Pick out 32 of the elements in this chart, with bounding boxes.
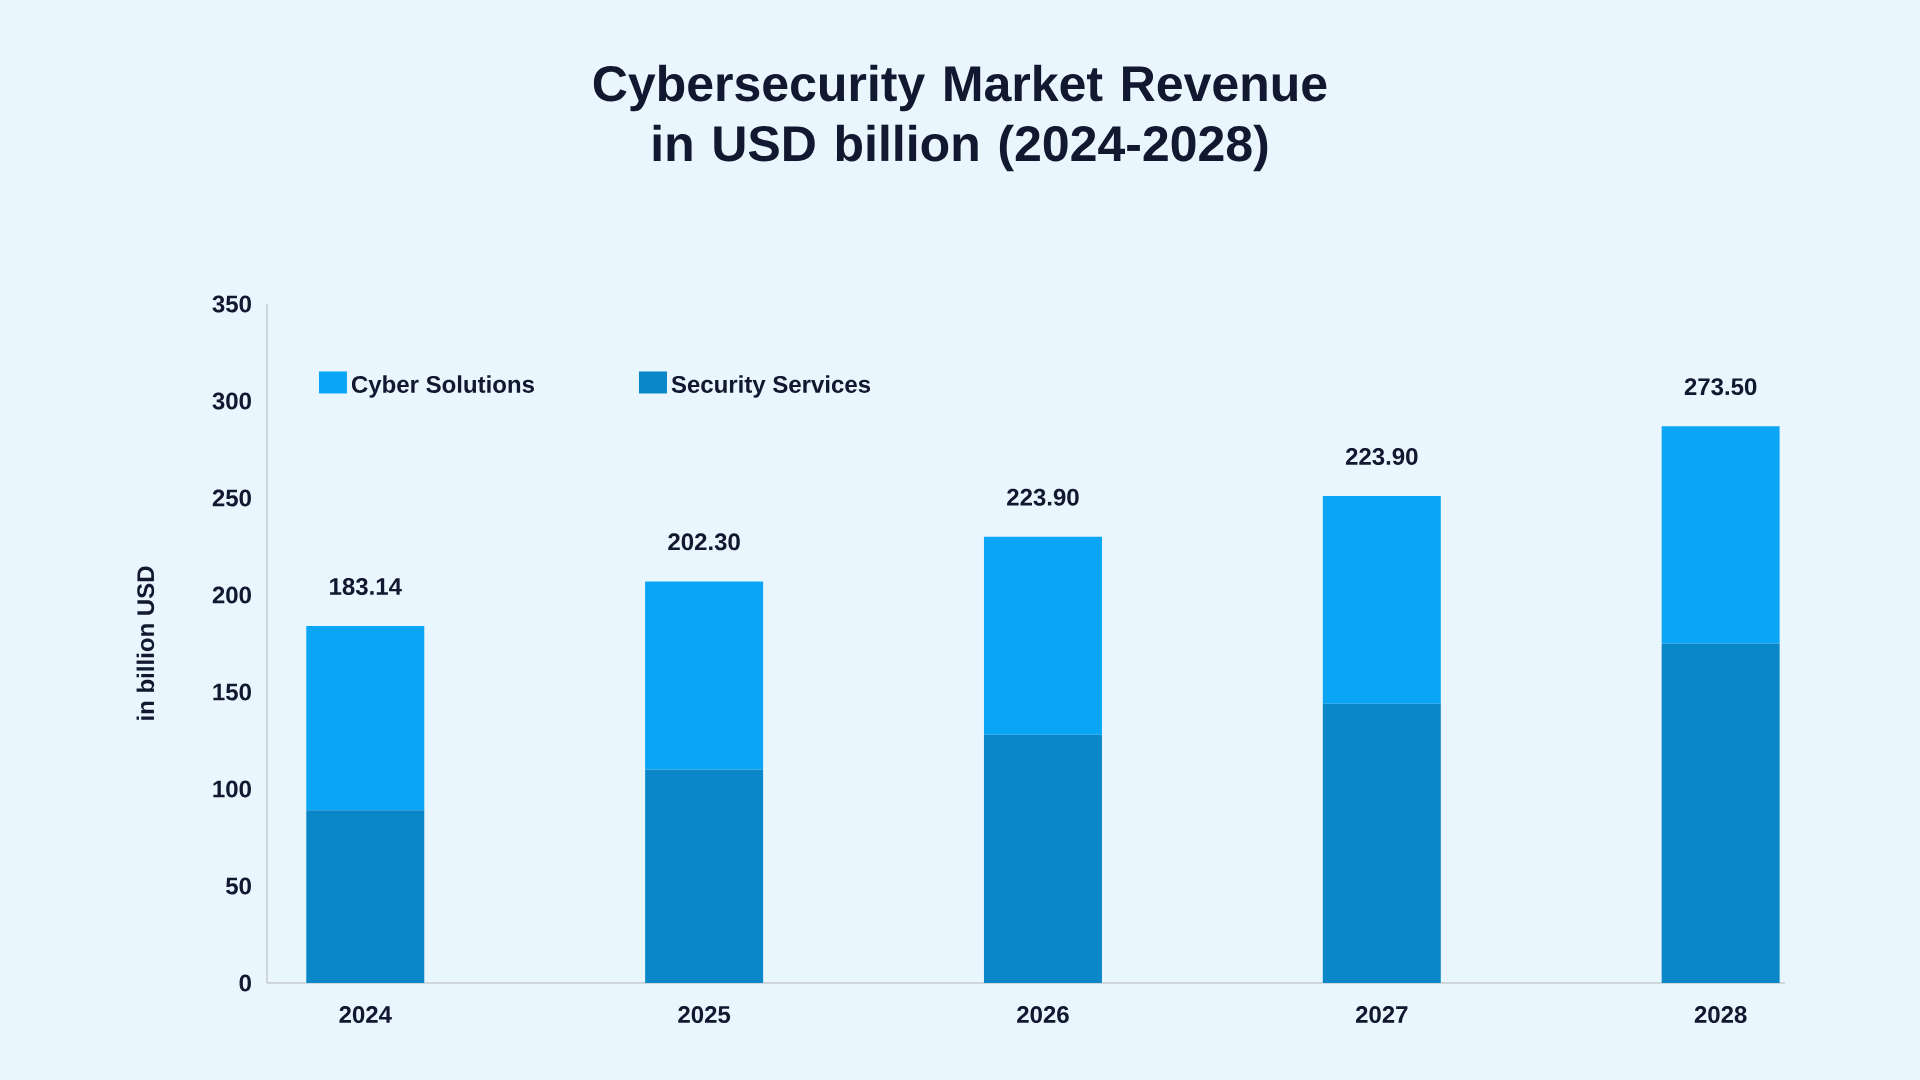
bar: [1661, 643, 1780, 983]
bar: [1322, 703, 1441, 983]
y-tick-label: 250: [212, 489, 251, 507]
chart-title: Cybersecurity Market Revenue in USD billion (2024-2028): [593, 64, 1327, 172]
y-tick-label: 200: [212, 586, 251, 604]
annotation: 223.90: [1345, 447, 1418, 465]
x-tick-label: 2028: [1694, 1006, 1747, 1024]
bar: [1322, 496, 1441, 704]
x-tick-label: 2025: [678, 1006, 731, 1024]
bar: [983, 734, 1102, 983]
x-tick-label: 2027: [1355, 1006, 1408, 1024]
bar: [983, 536, 1102, 735]
bar: [306, 626, 425, 811]
annotation: 183.14: [330, 577, 402, 595]
legend-label: Security Services: [671, 375, 871, 398]
x-tick-label: 2026: [1017, 1006, 1069, 1024]
bar: [1661, 426, 1780, 644]
y-tick-label: 350: [212, 295, 251, 313]
y-tick-label: 50: [226, 877, 251, 895]
y-tick-label: 100: [213, 780, 251, 798]
x-tick-label: 2024: [339, 1006, 392, 1024]
y-tick-label: 0: [239, 974, 251, 992]
y-axis-title: in billion USD: [136, 566, 155, 720]
annotation: 223.90: [1007, 488, 1079, 506]
bar: [645, 581, 764, 770]
annotation: 273.50: [1684, 378, 1757, 396]
y-tick-label: 150: [213, 683, 251, 701]
legend-label: Cyber Solutions: [351, 375, 534, 398]
bar: [645, 769, 764, 983]
annotation: 202.30: [668, 533, 740, 551]
bar: [306, 810, 425, 983]
y-tick-label: 300: [212, 392, 251, 410]
